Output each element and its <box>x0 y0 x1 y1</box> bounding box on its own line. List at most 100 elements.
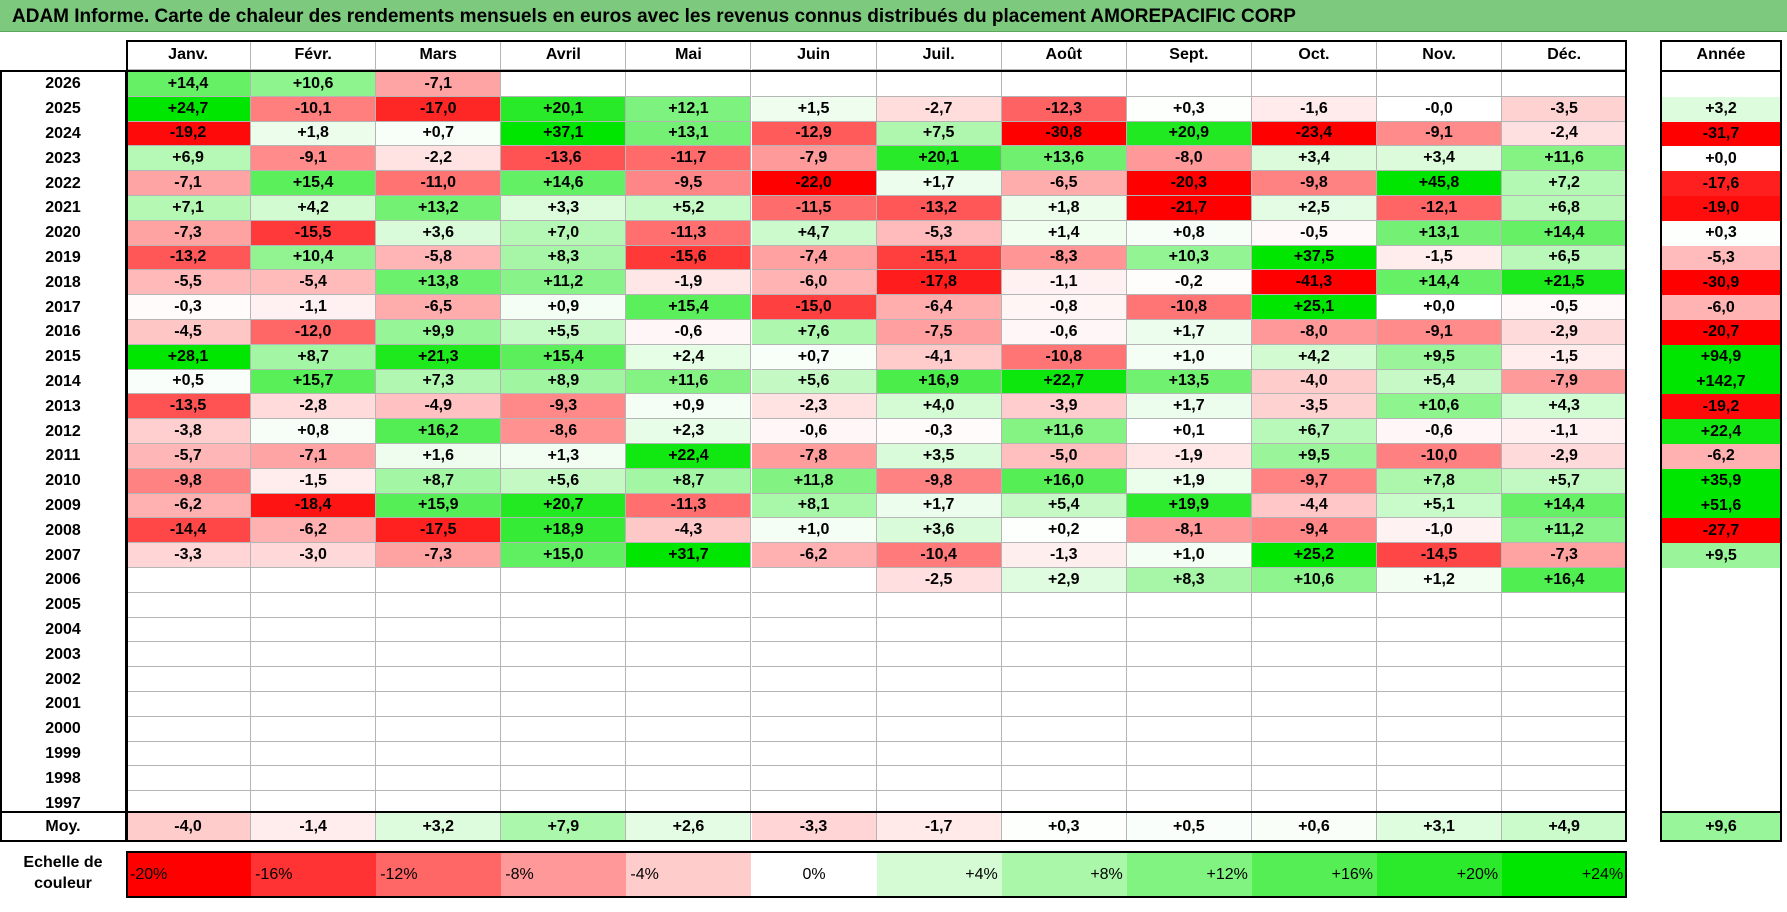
heatmap-cell <box>126 716 252 742</box>
heatmap-cell <box>126 568 252 593</box>
annual-cell: +3,2 <box>1660 96 1782 122</box>
heatmap-cell: -12,9 <box>751 121 877 147</box>
month-header: Avril <box>501 40 627 70</box>
annual-cell <box>1660 716 1782 742</box>
heatmap-cell: +0,0 <box>1377 295 1503 320</box>
heatmap-cell: -1,5 <box>1377 245 1503 271</box>
heatmap-cell <box>1001 592 1127 618</box>
heatmap-cell: -6,4 <box>876 295 1002 320</box>
annual-cell: -6,2 <box>1660 444 1782 469</box>
heatmap-cell: +3,6 <box>876 518 1002 544</box>
heatmap-cell: +7,1 <box>126 196 252 221</box>
heatmap-cell: +8,1 <box>751 493 877 519</box>
heatmap-cell: +1,7 <box>876 493 1002 519</box>
heatmap-cell: -15,0 <box>751 295 877 320</box>
heatmap-cell: +8,7 <box>626 468 752 494</box>
heatmap-cell: +4,7 <box>751 220 877 246</box>
annual-cell <box>1660 741 1782 767</box>
year-label: 2024 <box>45 124 81 142</box>
heatmap-cell <box>376 766 502 792</box>
heatmap-cell: +21,3 <box>376 344 502 370</box>
heatmap-cell: -0,3 <box>876 419 1002 444</box>
heatmap-cell <box>1377 692 1503 717</box>
heatmap-cell: +19,9 <box>1126 493 1252 519</box>
color-scale-swatch: +4% <box>876 852 1002 897</box>
heatmap-cell: +0,5 <box>126 369 252 395</box>
heatmap-cell <box>251 716 377 742</box>
heatmap-cell: +2,9 <box>1001 568 1127 593</box>
heatmap-cell <box>876 642 1002 668</box>
heatmap-cell: -1,1 <box>1502 419 1628 444</box>
heatmap-cell <box>876 692 1002 717</box>
heatmap-cell <box>1001 766 1127 792</box>
heatmap-cell: +13,6 <box>1001 146 1127 172</box>
color-scale-swatch: -8% <box>501 852 627 897</box>
heatmap-cell: +5,4 <box>1001 493 1127 519</box>
heatmap-cell: +5,7 <box>1502 468 1628 494</box>
heatmap-cell: -3,9 <box>1001 394 1127 420</box>
heatmap-cell: +4,3 <box>1502 394 1628 420</box>
heatmap-cell: -10,1 <box>251 96 377 122</box>
annual-cell: +35,9 <box>1660 468 1782 494</box>
heatmap-cell <box>126 592 252 618</box>
heatmap-cell <box>1001 642 1127 668</box>
heatmap-cell <box>1377 766 1503 792</box>
heatmap-cell: -9,1 <box>251 146 377 172</box>
heatmap-cell: +20,9 <box>1126 121 1252 147</box>
heatmap-cell <box>1001 741 1127 767</box>
heatmap-cell <box>251 692 377 717</box>
heatmap-cell: +10,6 <box>1251 568 1377 593</box>
heatmap-cell <box>1251 667 1377 692</box>
average-cell: +7,9 <box>501 812 627 842</box>
heatmap-cell: -21,7 <box>1126 196 1252 221</box>
heatmap-cell: -7,5 <box>876 320 1002 345</box>
color-scale-swatch: +8% <box>1001 852 1127 897</box>
heatmap-cell <box>1126 741 1252 767</box>
heatmap-cell: +25,2 <box>1251 543 1377 568</box>
heatmap-cell <box>251 667 377 692</box>
average-cell: -1,4 <box>251 812 377 842</box>
annual-cell: +51,6 <box>1660 493 1782 519</box>
heatmap-cell: +22,4 <box>626 444 752 469</box>
year-label: 2022 <box>45 174 81 192</box>
average-cell: +0,3 <box>1001 812 1127 842</box>
heatmap-cell: +1,6 <box>376 444 502 469</box>
year-label: 2012 <box>45 422 81 440</box>
annual-cell: +0,0 <box>1660 146 1782 172</box>
heatmap-cell: +5,1 <box>1377 493 1503 519</box>
heatmap-cell: +1,2 <box>1377 568 1503 593</box>
heatmap-cell: +0,7 <box>376 121 502 147</box>
heatmap-cell: -11,0 <box>376 171 502 196</box>
heatmap-cell: +28,1 <box>126 344 252 370</box>
heatmap-cell: -10,8 <box>1126 295 1252 320</box>
heatmap-cell: +13,1 <box>626 121 752 147</box>
heatmap-cell <box>1001 692 1127 717</box>
year-label: 2009 <box>45 496 81 514</box>
heatmap-cell: -8,6 <box>501 419 627 444</box>
heatmap-cell <box>876 766 1002 792</box>
heatmap-cell: -3,0 <box>251 543 377 568</box>
heatmap-cell: +13,1 <box>1377 220 1503 246</box>
heatmap-cell <box>376 592 502 618</box>
heatmap-cell: +9,5 <box>1377 344 1503 370</box>
heatmap-cell: +9,5 <box>1251 444 1377 469</box>
heatmap-cell <box>376 667 502 692</box>
average-cell: -3,3 <box>751 812 877 842</box>
heatmap-cell: +11,8 <box>751 468 877 494</box>
heatmap-cell: -4,4 <box>1251 493 1377 519</box>
heatmap-cell: -30,8 <box>1001 121 1127 147</box>
year-label: 2026 <box>45 75 81 93</box>
heatmap-cell <box>1126 592 1252 618</box>
color-scale-swatch: +12% <box>1126 852 1252 897</box>
heatmap-cell: -9,3 <box>501 394 627 420</box>
month-header: Janv. <box>126 40 252 70</box>
annual-cell <box>1660 692 1782 717</box>
heatmap-cell: -11,7 <box>626 146 752 172</box>
heatmap-cell: -17,8 <box>876 270 1002 296</box>
annual-cell: +142,7 <box>1660 369 1782 395</box>
annual-header-separator <box>1660 70 1782 72</box>
heatmap-cell: +20,7 <box>501 493 627 519</box>
heatmap-cell <box>1251 716 1377 742</box>
heatmap-cell <box>376 617 502 643</box>
